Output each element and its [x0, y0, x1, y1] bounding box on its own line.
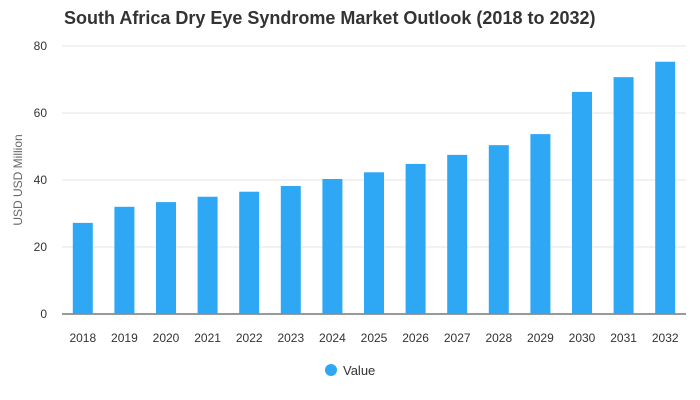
bar-2021[interactable]: [197, 196, 218, 314]
chart-title: South Africa Dry Eye Syndrome Market Out…: [64, 8, 596, 28]
bar-2027[interactable]: [447, 154, 468, 314]
x-tick-label: 2026: [402, 331, 429, 345]
y-tick-label: 20: [34, 240, 48, 254]
bar-2029[interactable]: [530, 134, 551, 314]
bar-2030[interactable]: [572, 91, 592, 315]
x-tick-label: 2021: [194, 331, 221, 345]
bar-2031[interactable]: [613, 77, 634, 314]
bar-2032[interactable]: [655, 61, 676, 315]
bar-2020[interactable]: [156, 202, 176, 314]
bar-2023[interactable]: [280, 186, 301, 314]
x-tick-label: 2032: [652, 331, 679, 345]
x-tick-label: 2030: [569, 331, 596, 345]
bar-2019[interactable]: [114, 206, 135, 314]
legend-label-value: Value: [343, 363, 375, 378]
legend-marker-value: [325, 364, 337, 376]
x-tick-label: 2019: [111, 331, 138, 345]
x-tick-label: 2022: [236, 331, 263, 345]
x-tick-label: 2031: [610, 331, 637, 345]
legend[interactable]: Value: [325, 363, 375, 378]
y-axis-title: USD USD Million: [11, 134, 25, 225]
x-tick-label: 2024: [319, 331, 346, 345]
x-tick-label: 2028: [485, 331, 512, 345]
bar-2024[interactable]: [322, 178, 343, 314]
bar-2022[interactable]: [239, 191, 260, 314]
y-axis-tick-labels: 0 20 40 60 80: [34, 39, 48, 321]
x-axis-tick-labels: 2018 2019 2020 2021 2022 2023 2024 2025 2026 2027…: [69, 331, 678, 345]
y-tick-label: 60: [34, 106, 48, 120]
bar-2026[interactable]: [405, 163, 426, 314]
bar-2018[interactable]: [72, 222, 93, 314]
bar-2025[interactable]: [364, 172, 384, 314]
y-tick-label: 0: [40, 307, 47, 321]
x-tick-label: 2029: [527, 331, 554, 345]
bars: [72, 61, 676, 315]
y-tick-label: 80: [34, 39, 48, 53]
y-tick-label: 40: [34, 173, 48, 187]
x-tick-label: 2025: [361, 331, 388, 345]
x-tick-label: 2023: [277, 331, 304, 345]
x-tick-label: 2027: [444, 331, 471, 345]
bar-2028[interactable]: [488, 145, 509, 314]
x-tick-label: 2020: [153, 331, 180, 345]
x-tick-label: 2018: [69, 331, 96, 345]
